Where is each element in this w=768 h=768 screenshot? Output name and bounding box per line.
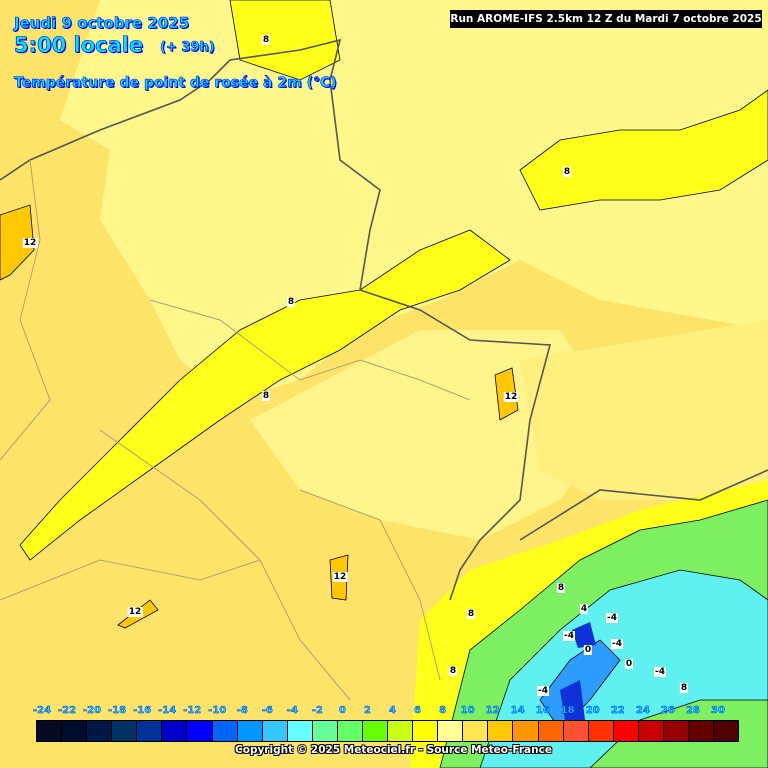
legend-tick-label: -4: [286, 705, 299, 716]
legend-swatch: [62, 721, 88, 741]
legend-swatch: [312, 721, 338, 741]
legend-swatch: [337, 721, 364, 741]
legend-swatch: [714, 721, 739, 741]
forecast-lead-time: (+ 39h): [160, 40, 215, 56]
legend-tick-label: 14: [510, 705, 525, 716]
contour-label: 8: [679, 683, 689, 693]
color-scale-legend: [36, 720, 739, 742]
contour-label: 4: [579, 604, 589, 614]
legend-swatch: [538, 721, 564, 741]
contour-label: -4: [606, 613, 618, 623]
orange-patch-west: [0, 204, 35, 281]
legend-swatch: [187, 721, 213, 741]
legend-tick-label: -20: [83, 705, 102, 716]
contour-label: -4: [537, 686, 549, 696]
legend-tick-label: 30: [710, 705, 725, 716]
contour-label: -4: [654, 667, 666, 677]
legend-swatch: [638, 721, 664, 741]
legend-tick-label: 10: [460, 705, 475, 716]
contour-label: 8: [562, 167, 572, 177]
legend-swatch: [463, 721, 489, 741]
light-zone-north: [60, 0, 768, 400]
legend-swatch: [388, 721, 414, 741]
contour-label: 12: [22, 238, 38, 248]
legend-tick-label: 24: [635, 705, 650, 716]
legend-tick-label: 16: [535, 705, 550, 716]
legend-tick-label: 22: [610, 705, 625, 716]
legend-tick-label: -10: [208, 705, 227, 716]
legend-tick-label: 12: [485, 705, 500, 716]
region-borders: [0, 159, 471, 701]
legend-tick-label: -14: [158, 705, 177, 716]
contour-label: -4: [611, 639, 623, 649]
contour-label: 8: [261, 391, 271, 401]
legend-swatch: [689, 721, 715, 741]
contour-label: 8: [556, 583, 566, 593]
legend-tick-label: -12: [183, 705, 202, 716]
legend-swatch: [438, 721, 464, 741]
legend-swatch: [413, 721, 439, 741]
legend-swatch: [613, 721, 639, 741]
legend-tick-label: -2: [311, 705, 324, 716]
contour-label: 0: [624, 659, 634, 669]
legend-swatch: [112, 721, 138, 741]
yellow-band-east: [519, 89, 768, 211]
legend-tick-label: 28: [685, 705, 700, 716]
legend-swatch: [137, 721, 163, 741]
yellow-band-west: [19, 229, 511, 561]
legend-tick-label: 6: [414, 705, 422, 716]
legend-tick-label: -24: [32, 705, 52, 716]
legend-swatch: [262, 721, 288, 741]
legend-tick-label: 2: [363, 705, 371, 716]
legend-swatch: [363, 721, 389, 741]
legend-swatch: [212, 721, 238, 741]
legend-swatch: [488, 721, 514, 741]
legend-tick-label: -16: [133, 705, 152, 716]
legend-swatch: [237, 721, 263, 741]
light-zone-east: [520, 320, 768, 500]
legend-swatch: [563, 721, 589, 741]
contour-label: 8: [466, 609, 476, 619]
contour-label: 8: [448, 666, 458, 676]
legend-tick-label: 18: [560, 705, 575, 716]
legend-swatch: [162, 721, 188, 741]
contour-label: 0: [583, 645, 593, 655]
contour-label: 12: [503, 392, 519, 402]
borders: [0, 38, 768, 601]
forecast-date: Jeudi 9 octobre 2025: [14, 14, 190, 33]
legend-tick-label: -6: [261, 705, 274, 716]
legend-tick-label: -18: [108, 705, 127, 716]
variable-title: Température de point de rosée à 2m (°C): [14, 75, 337, 92]
legend-swatch: [663, 721, 690, 741]
legend-tick-label: 4: [389, 705, 396, 716]
copyright-text: Copyright © 2025 Meteociel.fr - Source M…: [235, 744, 552, 756]
legend-swatch: [513, 721, 539, 741]
legend-swatch: [588, 721, 614, 741]
contour-label: 12: [332, 572, 348, 582]
legend-tick-label: 8: [439, 705, 447, 716]
legend-swatch: [37, 721, 63, 741]
contour-label: -4: [563, 631, 575, 641]
legend-swatch: [87, 721, 113, 741]
model-run-banner: Run AROME-IFS 2.5km 12 Z du Mardi 7 octo…: [450, 10, 762, 28]
legend-tick-label: -8: [236, 705, 249, 716]
legend-tick-label: 20: [585, 705, 600, 716]
yellow-patch-ne: [229, 0, 341, 81]
legend-tick-label: 26: [660, 705, 675, 716]
contour-label: 12: [127, 607, 143, 617]
legend-swatch: [287, 721, 313, 741]
forecast-time: 5:00 locale: [14, 33, 144, 58]
contour-label: 8: [261, 35, 271, 45]
legend-tick-label: 0: [338, 705, 346, 716]
contour-label: 8: [286, 297, 296, 307]
legend-tick-label: -22: [57, 705, 77, 716]
